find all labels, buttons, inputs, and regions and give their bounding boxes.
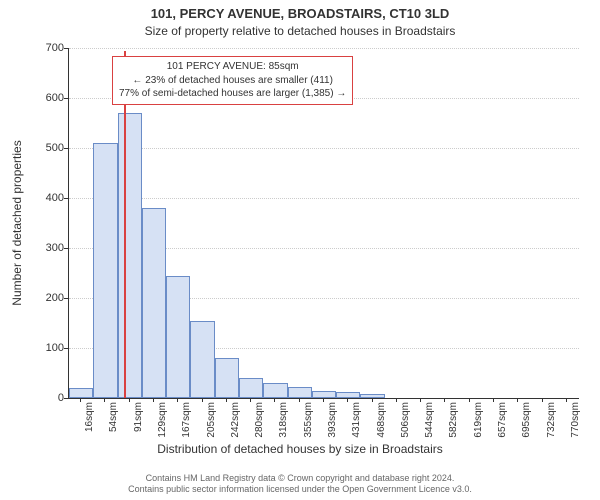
x-tick-mark <box>347 398 348 402</box>
y-axis-label: Number of detached properties <box>10 140 24 305</box>
histogram-bar <box>190 321 214 399</box>
y-tick-mark <box>64 248 68 249</box>
x-axis-label: Distribution of detached houses by size … <box>0 442 600 456</box>
histogram-bar <box>336 392 360 398</box>
y-tick-mark <box>64 348 68 349</box>
footer-line-1: Contains HM Land Registry data © Crown c… <box>0 473 600 485</box>
y-tick-mark <box>64 148 68 149</box>
x-tick-label: 242sqm <box>230 402 241 438</box>
x-tick-mark <box>226 398 227 402</box>
x-tick-mark <box>104 398 105 402</box>
x-tick-label: 54sqm <box>108 402 119 432</box>
x-tick-label: 431sqm <box>351 402 362 438</box>
y-tick-label: 500 <box>32 142 64 154</box>
histogram-bar <box>69 388 93 398</box>
chart-title-sub: Size of property relative to detached ho… <box>0 24 600 38</box>
x-tick-mark <box>129 398 130 402</box>
gridline <box>69 48 579 49</box>
x-tick-label: 468sqm <box>376 402 387 438</box>
x-tick-mark <box>250 398 251 402</box>
y-tick-label: 200 <box>32 292 64 304</box>
x-tick-mark <box>444 398 445 402</box>
x-tick-label: 770sqm <box>570 402 581 438</box>
x-tick-mark <box>372 398 373 402</box>
y-tick-label: 0 <box>32 392 64 404</box>
x-tick-label: 129sqm <box>157 402 168 438</box>
x-tick-label: 167sqm <box>181 402 192 438</box>
y-tick-label: 700 <box>32 42 64 54</box>
x-tick-mark <box>517 398 518 402</box>
histogram-bar <box>263 383 287 398</box>
y-tick-label: 600 <box>32 92 64 104</box>
histogram-bar <box>215 358 239 398</box>
histogram-bar <box>312 391 336 399</box>
x-tick-mark <box>542 398 543 402</box>
gridline <box>69 148 579 149</box>
footer-line-2: Contains public sector information licen… <box>0 484 600 496</box>
x-tick-label: 619sqm <box>473 402 484 438</box>
chart-title-main: 101, PERCY AVENUE, BROADSTAIRS, CT10 3LD <box>0 6 600 21</box>
callout-line: ← 23% of detached houses are smaller (41… <box>119 74 346 88</box>
x-tick-label: 695sqm <box>521 402 532 438</box>
x-tick-mark <box>323 398 324 402</box>
x-tick-mark <box>177 398 178 402</box>
x-tick-mark <box>299 398 300 402</box>
x-tick-label: 16sqm <box>84 402 95 432</box>
x-tick-mark <box>202 398 203 402</box>
chart-container: 101, PERCY AVENUE, BROADSTAIRS, CT10 3LD… <box>0 0 600 500</box>
y-tick-label: 300 <box>32 242 64 254</box>
x-tick-label: 318sqm <box>278 402 289 438</box>
y-tick-mark <box>64 48 68 49</box>
callout-line: 77% of semi-detached houses are larger (… <box>119 87 346 101</box>
x-tick-label: 355sqm <box>303 402 314 438</box>
y-tick-label: 100 <box>32 342 64 354</box>
histogram-bar <box>166 276 190 399</box>
x-tick-mark <box>274 398 275 402</box>
histogram-bar <box>142 208 166 398</box>
histogram-bar <box>288 387 312 398</box>
x-tick-label: 205sqm <box>206 402 217 438</box>
x-tick-mark <box>420 398 421 402</box>
chart-footer: Contains HM Land Registry data © Crown c… <box>0 473 600 496</box>
x-tick-label: 732sqm <box>546 402 557 438</box>
x-tick-label: 544sqm <box>424 402 435 438</box>
y-tick-mark <box>64 198 68 199</box>
x-tick-mark <box>566 398 567 402</box>
y-tick-label: 400 <box>32 192 64 204</box>
y-tick-mark <box>64 298 68 299</box>
x-tick-mark <box>469 398 470 402</box>
gridline <box>69 198 579 199</box>
x-tick-label: 582sqm <box>448 402 459 438</box>
x-tick-mark <box>153 398 154 402</box>
histogram-bar <box>360 394 384 398</box>
x-tick-mark <box>80 398 81 402</box>
x-tick-label: 393sqm <box>327 402 338 438</box>
x-tick-label: 657sqm <box>497 402 508 438</box>
annotation-callout: 101 PERCY AVENUE: 85sqm← 23% of detached… <box>112 56 353 105</box>
x-tick-label: 506sqm <box>400 402 411 438</box>
y-tick-mark <box>64 98 68 99</box>
histogram-bar <box>93 143 117 398</box>
histogram-bar <box>118 113 142 398</box>
callout-line: 101 PERCY AVENUE: 85sqm <box>119 60 346 74</box>
x-tick-mark <box>493 398 494 402</box>
histogram-bar <box>239 378 263 398</box>
y-tick-mark <box>64 398 68 399</box>
x-tick-label: 91sqm <box>133 402 144 432</box>
x-tick-label: 280sqm <box>254 402 265 438</box>
x-tick-mark <box>396 398 397 402</box>
